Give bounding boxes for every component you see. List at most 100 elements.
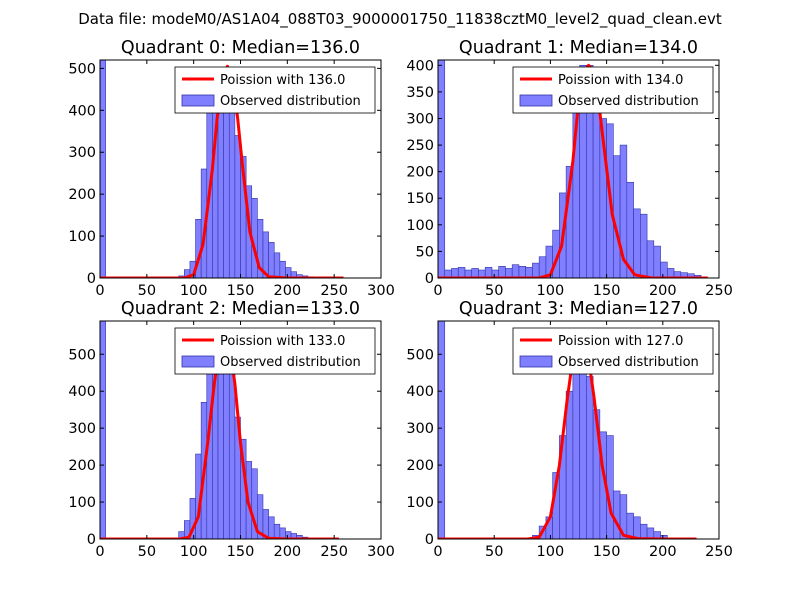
subplot-1: Quadrant 1: Median=134.0 0 50 100 150 200 250 0… [406,38,733,299]
subplot-2: Quadrant 2: Median=133.0 0 50 100 150 200 250 3… [68,299,395,560]
x-tick-label: 100 [537,544,565,560]
histogram-bar [586,376,594,539]
x-tick-label: 250 [320,283,348,299]
y-tick-label: 500 [68,347,96,363]
histogram-bar [653,245,661,278]
y-tick-label: 300 [68,145,96,161]
x-tick-label: 50 [485,283,503,299]
x-tick-label: 150 [227,544,255,560]
subplot-title: Quadrant 1: Median=134.0 [459,38,698,58]
legend-bar-label: Observed distribution [220,355,361,370]
histogram-bar [438,60,446,278]
histogram-bars [438,60,702,278]
x-tick-label: 50 [485,544,503,560]
histogram-bar [234,135,241,278]
histogram-bar [484,267,493,278]
histogram-bar [660,535,668,539]
legend-line-label: Poission with 133.0 [220,334,345,349]
histogram-bar [511,264,520,278]
x-tick-label: 150 [227,283,255,299]
x-tick-label: 150 [593,283,621,299]
x-tick-label: 0 [433,544,442,560]
x-tick-label: 200 [273,283,301,299]
histogram-bar [613,490,621,539]
x-tick-label: 250 [705,544,733,560]
y-tick-label: 0 [87,271,96,287]
legend: Poission with 134.0 Observed distribution [512,66,714,114]
legend: Poission with 133.0 Observed distribution [174,327,376,375]
y-tick-label: 100 [68,495,96,511]
histogram-bar [565,390,574,539]
y-tick-label: 100 [406,218,434,234]
histogram-bar [572,353,580,539]
legend-bar-swatch [181,94,215,107]
y-tick-label: 400 [68,384,96,400]
histogram-bar [457,267,466,278]
x-tick-label: 50 [138,283,156,299]
histogram-bar [273,523,281,539]
histogram-bar [100,321,106,539]
subplot-title: Quadrant 3: Median=127.0 [459,299,698,319]
subplot-0: Quadrant 0: Median=136.0 0 50 100 150 200 250 3… [68,38,395,299]
legend-bar-swatch [181,355,215,368]
x-tick-label: 200 [649,544,677,560]
histogram-bar [640,523,648,539]
x-tick-label: 0 [95,544,104,560]
x-tick-label: 200 [649,283,677,299]
subplot-grid: Quadrant 0: Median=136.0 0 50 100 150 200 250 3… [68,38,733,560]
y-tick-label: 400 [406,58,434,74]
x-tick-label: 100 [180,283,208,299]
histogram-bar [640,213,648,278]
x-tick-label: 300 [367,283,395,299]
histogram-bar [279,260,286,278]
axes-frame [437,59,720,279]
y-tick-label: 300 [68,421,96,437]
x-tick-label: 250 [320,544,348,560]
histogram-bar [538,256,547,278]
histogram-bar [268,242,275,278]
y-tick-label: 0 [425,532,434,548]
histogram-bar [518,266,526,278]
legend-line-label: Poission with 134.0 [558,73,683,88]
y-tick-label: 100 [68,229,96,245]
legend: Poission with 136.0 Observed distribution [174,66,376,114]
subplot-title: Quadrant 2: Median=133.0 [121,299,360,319]
x-tick-label: 0 [433,283,442,299]
histogram-bar [498,266,506,278]
histogram-bar [633,208,641,278]
y-tick-label: 300 [406,421,434,437]
histogram-bar [438,321,446,539]
legend-line-label: Poission with 127.0 [558,334,683,349]
y-tick-label: 400 [406,384,434,400]
histogram-bar [273,252,281,278]
y-tick-label: 100 [406,495,434,511]
y-tick-label: 500 [68,61,96,77]
y-tick-label: 250 [406,138,434,154]
legend-bar-label: Observed distribution [558,94,699,109]
y-tick-label: 0 [87,532,96,548]
y-tick-label: 200 [406,458,434,474]
x-tick-label: 200 [273,544,301,560]
y-tick-label: 200 [406,165,434,181]
legend-bar-swatch [519,94,553,107]
legend-bar-label: Observed distribution [558,355,699,370]
histogram-bar [525,267,533,278]
histogram-bar [592,91,601,278]
y-tick-label: 350 [406,85,434,101]
y-tick-label: 500 [406,347,434,363]
y-tick-label: 150 [406,191,434,207]
y-tick-label: 50 [416,244,434,260]
histogram-bar [646,240,655,278]
histogram-bar [660,261,668,278]
y-tick-label: 400 [68,103,96,119]
subplot-3: Quadrant 3: Median=127.0 0 50 100 150 200 250 0… [406,299,733,560]
x-tick-label: 300 [367,544,395,560]
y-tick-label: 200 [68,187,96,203]
x-tick-label: 100 [537,283,565,299]
x-tick-label: 150 [593,544,621,560]
figure-suptitle: Data file: modeM0/AS1A04_088T03_90000017… [78,10,722,29]
x-tick-label: 0 [95,283,104,299]
histogram-bar [532,262,540,278]
x-tick-label: 100 [180,544,208,560]
